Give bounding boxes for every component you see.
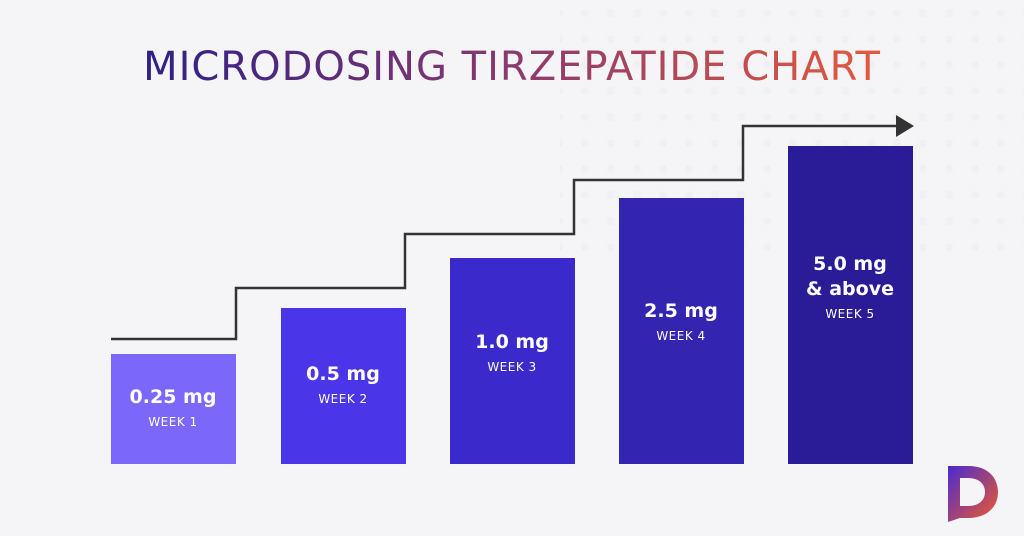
dose-label: 0.5 mg <box>306 363 380 385</box>
dose-label: & above <box>806 278 894 300</box>
dose-label: 0.25 mg <box>130 386 217 408</box>
dose-label: 1.0 mg <box>475 331 549 353</box>
step-bar <box>788 146 913 464</box>
title: MICRODOSING TIRZEPATIDE CHART <box>143 44 881 90</box>
arrow-head <box>896 115 914 137</box>
step-bar <box>619 198 744 464</box>
week-label: WEEK 1 <box>148 415 197 429</box>
steps: 0.25 mg WEEK 1 0.5 mg WEEK 2 1.0 mg WEEK 3 2.5… <box>111 146 913 464</box>
dose-label: 5.0 mg <box>813 253 887 275</box>
progress-line <box>111 124 900 341</box>
step-bar <box>450 258 575 464</box>
week-label: WEEK 3 <box>487 360 536 374</box>
week-label: WEEK 5 <box>825 307 874 321</box>
step-bar <box>281 308 406 464</box>
logo <box>948 466 998 522</box>
week-label: WEEK 4 <box>656 329 705 343</box>
step-bar <box>111 354 236 464</box>
week-label: WEEK 2 <box>318 392 367 406</box>
dose-label: 2.5 mg <box>644 300 718 322</box>
